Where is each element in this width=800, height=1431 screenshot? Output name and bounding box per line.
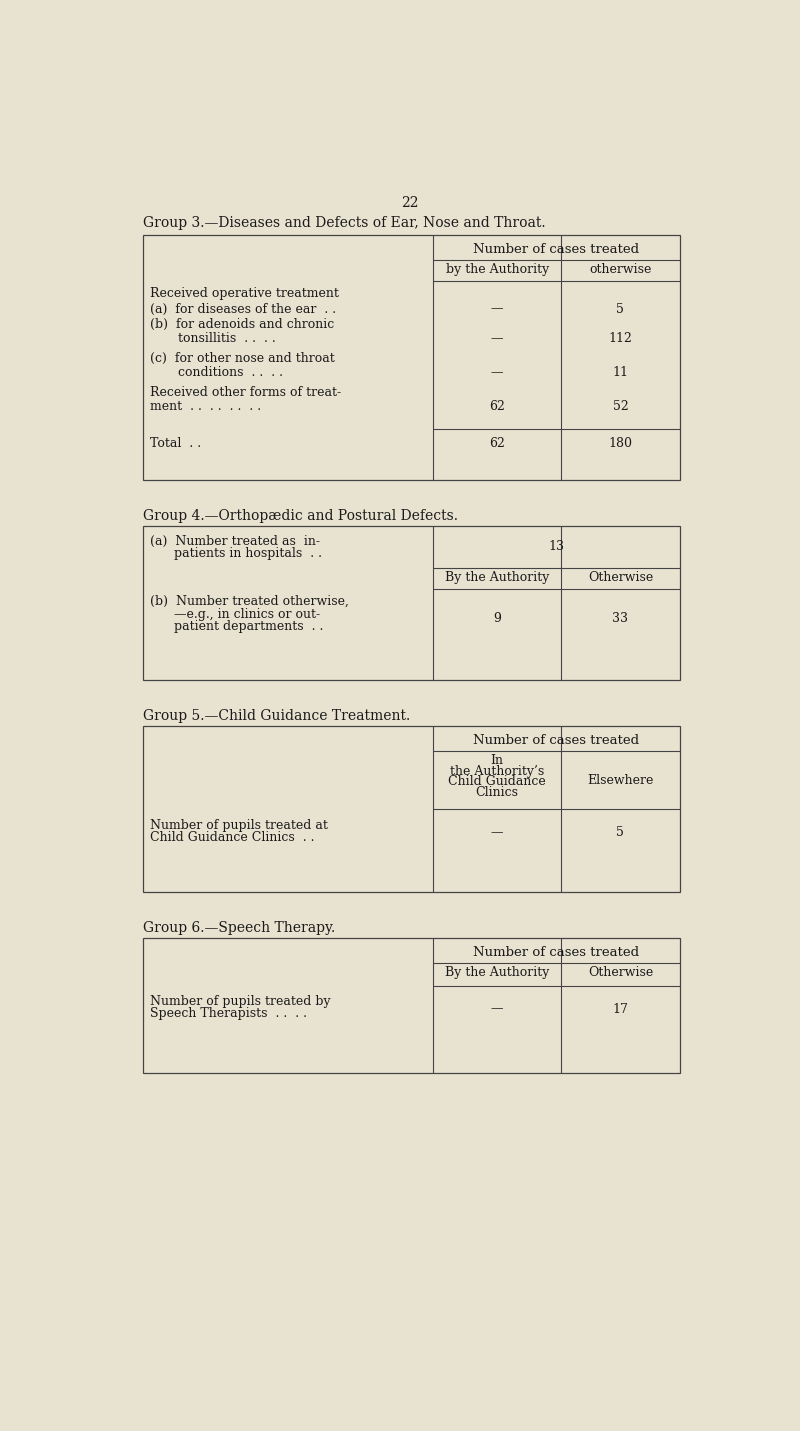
Text: —: — xyxy=(491,826,503,839)
Text: patient departments  . .: patient departments . . xyxy=(150,620,324,633)
Text: 22: 22 xyxy=(402,196,418,210)
Text: Number of cases treated: Number of cases treated xyxy=(474,734,639,747)
Text: Otherwise: Otherwise xyxy=(588,966,653,979)
Text: Total  . .: Total . . xyxy=(150,436,202,449)
Text: (b)  for adenoids and chronic: (b) for adenoids and chronic xyxy=(150,318,334,331)
Text: Number of pupils treated by: Number of pupils treated by xyxy=(150,995,331,1007)
Text: 5: 5 xyxy=(617,302,624,316)
Text: otherwise: otherwise xyxy=(590,262,651,276)
Text: Number of cases treated: Number of cases treated xyxy=(474,243,639,256)
Text: 62: 62 xyxy=(490,436,505,449)
Text: Received other forms of treat-: Received other forms of treat- xyxy=(150,386,342,399)
Text: 180: 180 xyxy=(609,436,633,449)
Text: —: — xyxy=(491,332,503,345)
Text: 112: 112 xyxy=(609,332,632,345)
Bar xyxy=(142,235,680,479)
Text: Child Guidance Clinics  . .: Child Guidance Clinics . . xyxy=(150,831,315,844)
Text: 13: 13 xyxy=(549,539,565,552)
Text: Received operative treatment: Received operative treatment xyxy=(150,288,339,301)
Text: (a)  for diseases of the ear  . .: (a) for diseases of the ear . . xyxy=(150,302,337,316)
Text: (b)  Number treated otherwise,: (b) Number treated otherwise, xyxy=(150,595,350,608)
Text: tonsillitis  . .  . .: tonsillitis . . . . xyxy=(150,332,276,345)
Text: Otherwise: Otherwise xyxy=(588,571,653,584)
Text: Group 5.—Child Guidance Treatment.: Group 5.—Child Guidance Treatment. xyxy=(142,710,410,723)
Text: Number of cases treated: Number of cases treated xyxy=(474,946,639,959)
Text: —: — xyxy=(491,1003,503,1016)
Text: Elsewhere: Elsewhere xyxy=(587,774,654,787)
Text: By the Authority: By the Authority xyxy=(445,571,550,584)
Text: 52: 52 xyxy=(613,399,628,412)
Text: By the Authority: By the Authority xyxy=(445,966,550,979)
Text: 62: 62 xyxy=(490,399,505,412)
Bar xyxy=(142,527,680,680)
Text: (c)  for other nose and throat: (c) for other nose and throat xyxy=(150,352,335,365)
Text: conditions  . .  . .: conditions . . . . xyxy=(150,366,283,379)
Text: ment  . .  . .  . .  . .: ment . . . . . . . . xyxy=(150,399,262,412)
Text: Speech Therapists  . .  . .: Speech Therapists . . . . xyxy=(150,1007,307,1020)
Text: 33: 33 xyxy=(613,612,629,625)
Text: Group 4.—Orthopædic and Postural Defects.: Group 4.—Orthopædic and Postural Defects… xyxy=(142,509,458,522)
Bar xyxy=(142,937,680,1073)
Text: 17: 17 xyxy=(613,1003,628,1016)
Text: —: — xyxy=(491,302,503,316)
Text: Group 3.—Diseases and Defects of Ear, Nose and Throat.: Group 3.—Diseases and Defects of Ear, No… xyxy=(142,216,546,230)
Bar xyxy=(142,726,680,892)
Text: patients in hospitals  . .: patients in hospitals . . xyxy=(150,548,322,561)
Text: 5: 5 xyxy=(617,826,624,839)
Text: 11: 11 xyxy=(613,366,629,379)
Text: Clinics: Clinics xyxy=(476,786,518,798)
Text: (a)  Number treated as  in-: (a) Number treated as in- xyxy=(150,535,320,548)
Text: Child Guidance: Child Guidance xyxy=(448,776,546,788)
Text: —e.g., in clinics or out-: —e.g., in clinics or out- xyxy=(150,608,321,621)
Text: —: — xyxy=(491,366,503,379)
Text: by the Authority: by the Authority xyxy=(446,262,549,276)
Text: the Authority’s: the Authority’s xyxy=(450,764,544,777)
Text: In: In xyxy=(490,754,504,767)
Text: Group 6.—Speech Therapy.: Group 6.—Speech Therapy. xyxy=(142,922,335,934)
Text: 9: 9 xyxy=(494,612,501,625)
Text: Number of pupils treated at: Number of pupils treated at xyxy=(150,819,328,831)
